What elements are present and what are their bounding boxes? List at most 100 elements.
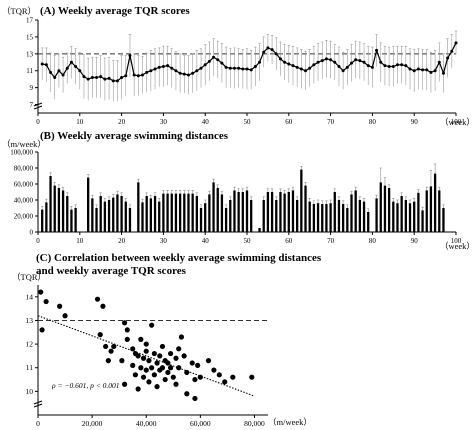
scatter-point [170, 374, 176, 380]
scatter-point [195, 362, 201, 368]
data-point [40, 62, 44, 66]
data-point [341, 69, 345, 73]
data-point [441, 71, 445, 75]
x-tick-label: 100 [451, 118, 462, 126]
scatter-point [130, 346, 136, 352]
data-point [61, 73, 65, 77]
scatter-point [94, 296, 101, 302]
trend-line [37, 315, 255, 397]
data-point [141, 73, 144, 77]
data-point [454, 41, 458, 45]
scatter-point [138, 365, 144, 371]
bar [262, 200, 265, 232]
bar [270, 192, 274, 232]
x-tick-label: 20,000 [82, 419, 103, 428]
data-point [291, 64, 295, 68]
data-point [186, 73, 190, 77]
bar [362, 201, 366, 232]
x-tick-label: 40 [202, 118, 210, 126]
data-point [207, 59, 211, 63]
scatter-point [149, 365, 155, 371]
bar [174, 193, 178, 232]
scatter-point [173, 381, 179, 387]
bar [57, 188, 61, 232]
panel-c-xlabel: （m/week） [268, 417, 312, 427]
bar [425, 190, 428, 232]
y-tick-label: 11 [26, 363, 33, 372]
y-tick-label: 10 [26, 387, 34, 396]
x-tick-label: 60 [285, 237, 293, 245]
data-point [65, 66, 69, 70]
bar [383, 185, 387, 232]
data-point [220, 61, 224, 65]
panel-c-title-line1: (C) Correlation between weekly average s… [36, 252, 322, 264]
scatter-point [108, 348, 114, 354]
y-tick-label: 9 [30, 84, 34, 92]
data-point [278, 57, 282, 61]
data-point [212, 55, 216, 59]
bar [408, 203, 412, 232]
bar [107, 200, 111, 232]
x-tick-label: 0 [36, 118, 40, 126]
data-point [111, 79, 115, 83]
scatter-point [184, 369, 190, 376]
bar [74, 208, 77, 232]
scatter-point [184, 391, 190, 397]
scatter-point [146, 358, 152, 364]
data-point [345, 65, 349, 69]
data-point [270, 48, 274, 52]
scatter-point [143, 348, 149, 354]
data-point [333, 60, 337, 64]
scatter-point [230, 374, 236, 380]
bar [141, 202, 144, 232]
scatter-point [140, 374, 147, 380]
data-point [86, 77, 90, 81]
data-point [412, 69, 416, 73]
panel-b: （m/week） (B) Weekly average swimming dis… [2, 130, 474, 251]
scatter-point [165, 369, 171, 376]
x-tick-label: 0 [36, 237, 40, 245]
scatter-point [189, 360, 195, 366]
data-point [99, 75, 103, 79]
correlation-annotation: ρ = −0.601, p < 0.001 [51, 381, 120, 390]
bar [137, 182, 140, 232]
bar [208, 194, 211, 232]
data-point [103, 77, 107, 81]
bar [124, 201, 127, 232]
data-point [49, 70, 53, 74]
bar [283, 193, 286, 232]
scatter-point [62, 313, 68, 319]
data-point [199, 66, 203, 70]
data-point [379, 60, 383, 64]
data-point [232, 66, 236, 70]
scatter-point [135, 353, 141, 359]
y-tick-label: 20,000 [14, 213, 34, 221]
bar [70, 209, 73, 232]
y-tick-label: 100,000 [10, 149, 33, 157]
data-point [274, 52, 278, 56]
y-tick-label: 12 [26, 340, 34, 349]
panel-c-ylabel: （TQR） [12, 272, 46, 282]
x-tick-label: 30 [160, 118, 168, 126]
data-point [124, 74, 128, 78]
data-point [266, 46, 270, 50]
data-point [53, 75, 57, 79]
y-tick-label: 17 [26, 17, 34, 25]
bar [66, 196, 69, 232]
x-tick-label: 60 [285, 118, 293, 126]
scatter-point [216, 372, 222, 378]
data-point [107, 76, 111, 80]
panel-a-ylabel: （TQR） [2, 6, 36, 16]
data-point [421, 68, 425, 72]
data-point [115, 79, 119, 83]
x-tick-label: 50 [244, 118, 252, 126]
bar [153, 196, 157, 232]
bar [237, 192, 240, 232]
scatter-point [176, 346, 182, 352]
bar [375, 198, 378, 232]
y-tick-label: 11 [26, 67, 33, 75]
bar [291, 190, 295, 232]
data-point [316, 60, 320, 64]
data-point [120, 75, 124, 79]
data-point [383, 64, 387, 68]
